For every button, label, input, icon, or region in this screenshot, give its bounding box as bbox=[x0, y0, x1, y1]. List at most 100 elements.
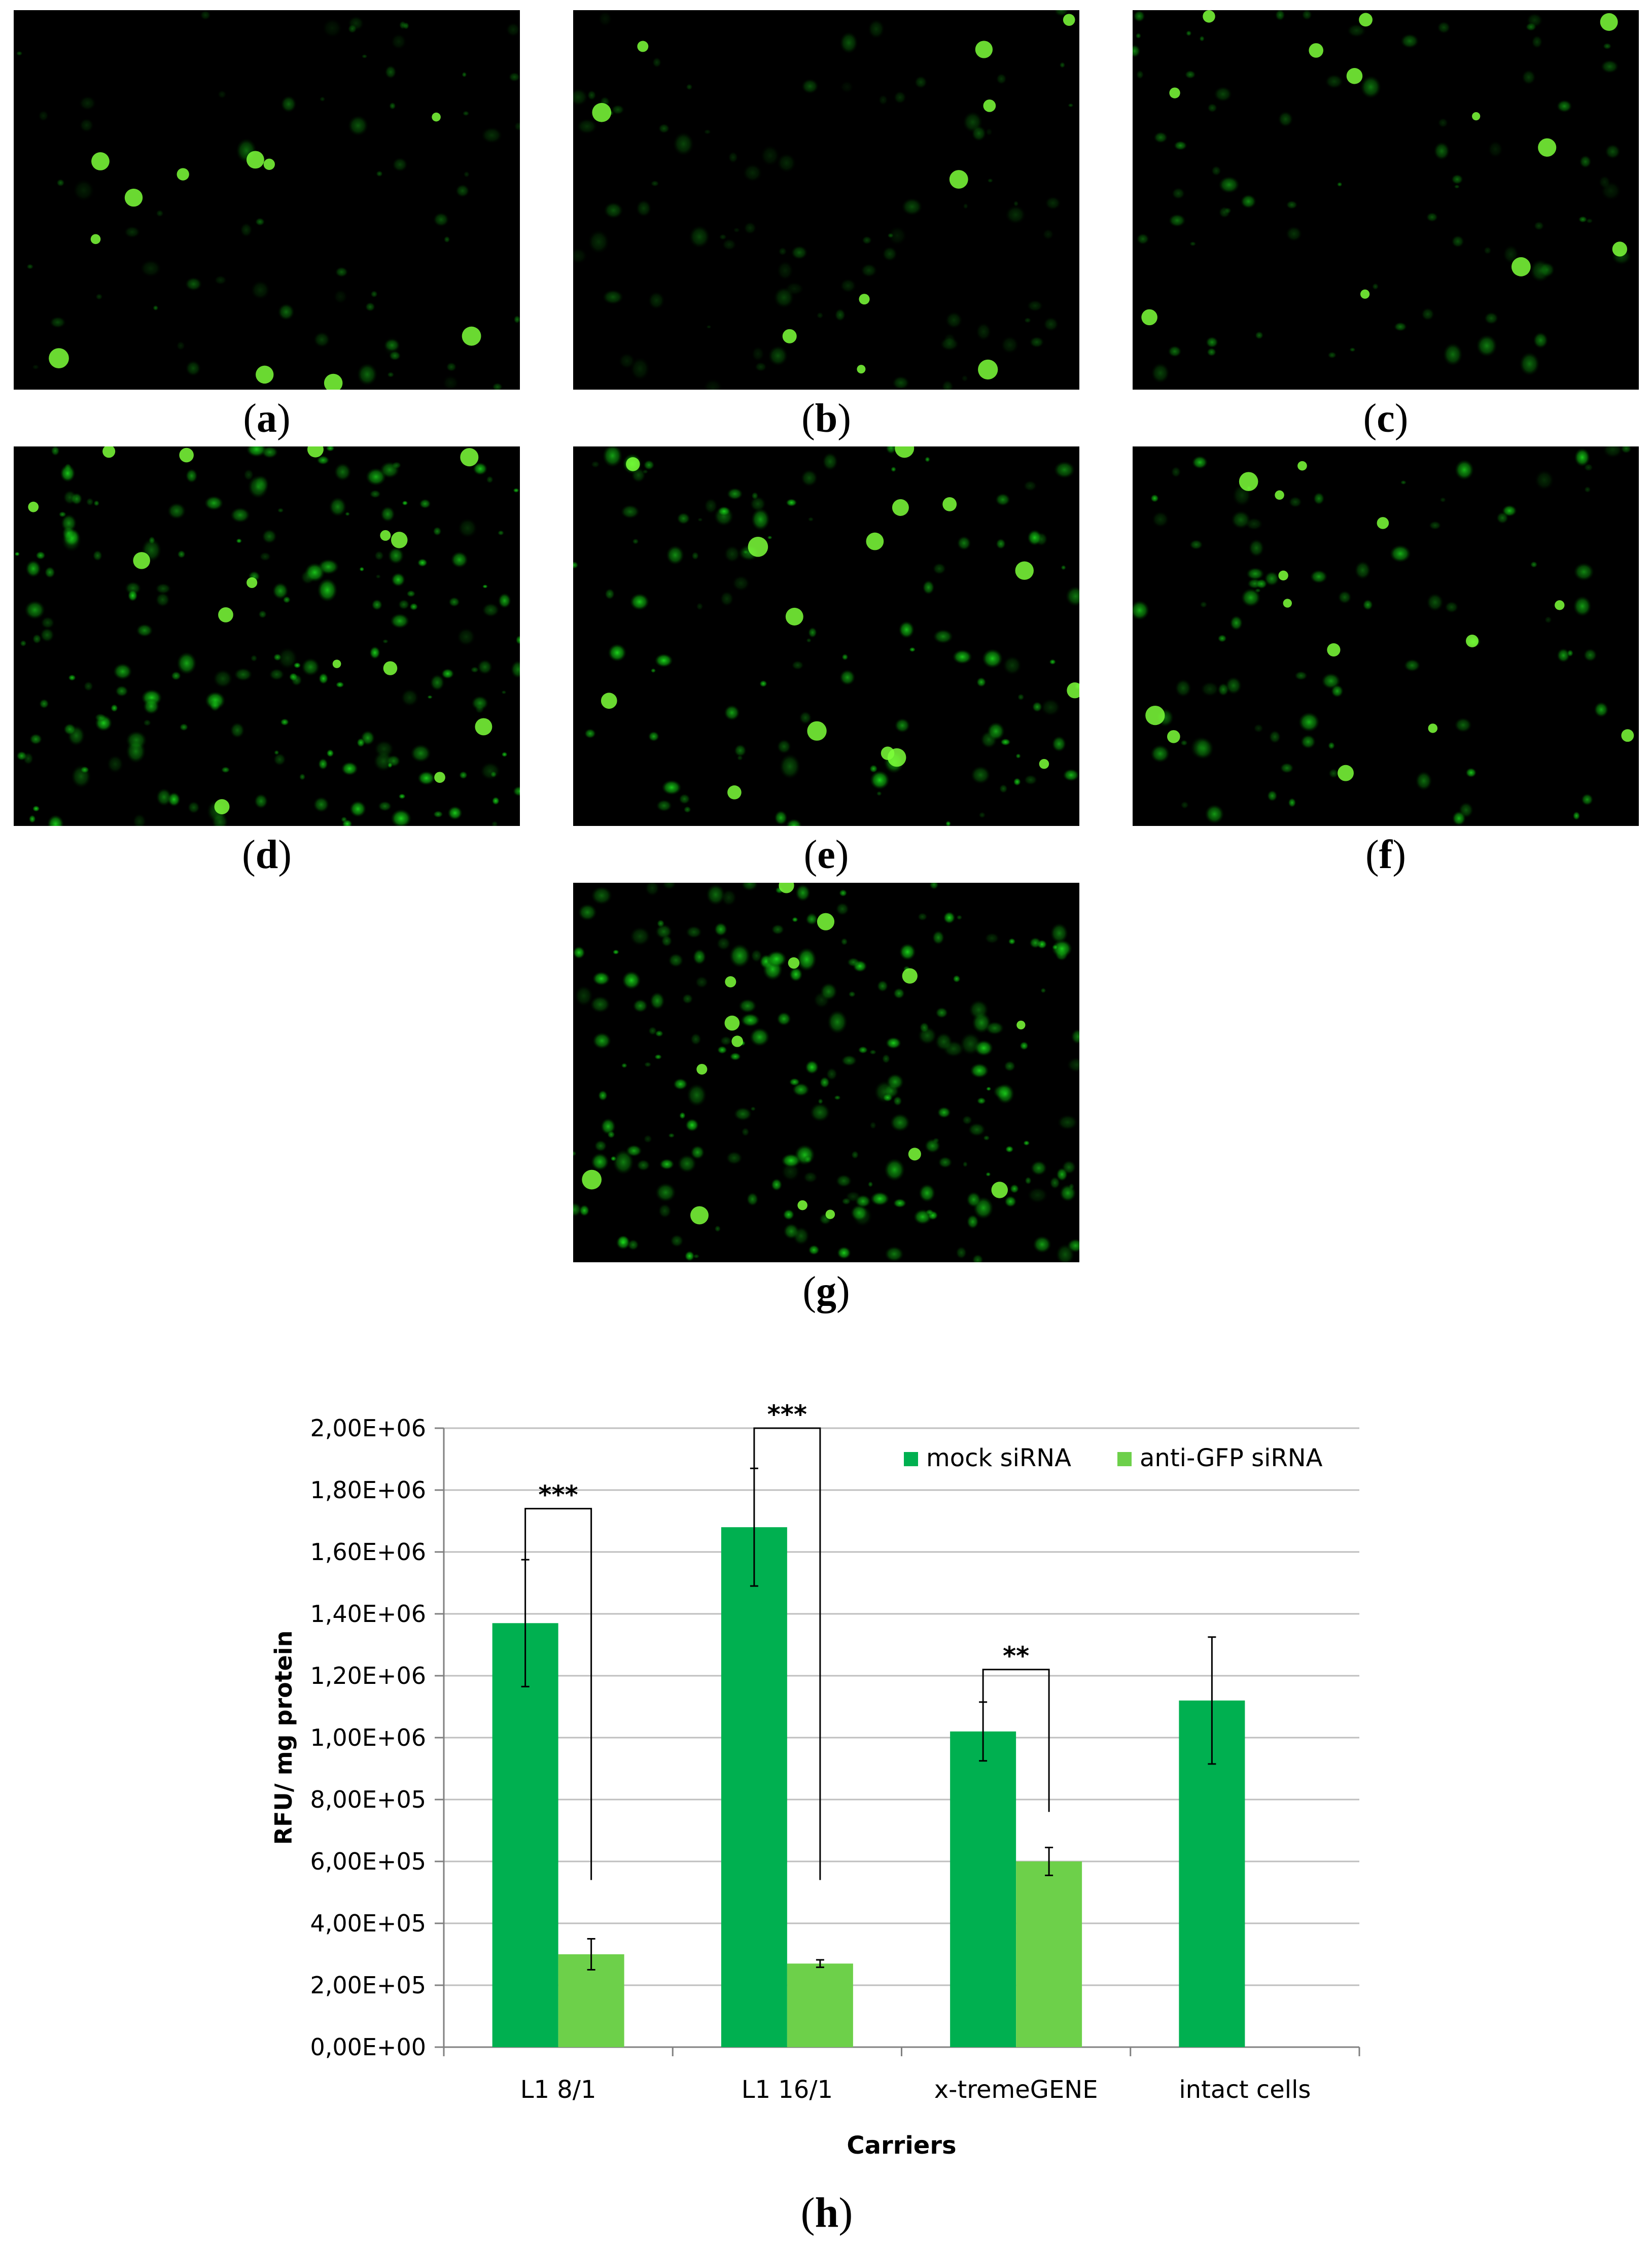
fluorescent-cell bbox=[240, 223, 253, 237]
fluorescent-cell bbox=[1583, 648, 1597, 662]
bright-cell bbox=[788, 957, 800, 969]
fluorescent-cell bbox=[1005, 1146, 1014, 1153]
fluorescent-cell bbox=[714, 1225, 721, 1232]
fluorescent-cell bbox=[720, 1035, 732, 1046]
fluorescent-cell bbox=[1389, 544, 1411, 563]
fluorescent-cell bbox=[1465, 768, 1477, 778]
fluorescent-cell bbox=[153, 305, 159, 311]
fluorescent-cell bbox=[607, 1130, 615, 1138]
fluorescent-cell bbox=[1189, 539, 1203, 550]
fluorescent-cell bbox=[925, 456, 930, 463]
fluorescent-cell bbox=[83, 681, 93, 692]
fluorescent-cell bbox=[335, 266, 348, 278]
bright-cell bbox=[90, 234, 101, 245]
fluorescent-cell bbox=[1041, 699, 1061, 716]
fluorescent-cell bbox=[677, 512, 690, 525]
bright-cell bbox=[1428, 723, 1438, 733]
bright-cell bbox=[91, 152, 110, 170]
fluorescent-cell bbox=[1362, 599, 1374, 611]
fluorescent-cell bbox=[687, 1084, 707, 1107]
fluorescent-cell bbox=[751, 346, 764, 362]
fluorescent-cell bbox=[143, 698, 160, 715]
fluorescent-cell bbox=[1454, 184, 1460, 189]
fluorescent-cell bbox=[793, 1227, 810, 1246]
fluorescent-cell bbox=[1253, 723, 1264, 733]
fluorescent-cell bbox=[1045, 196, 1061, 210]
fluorescent-cell bbox=[441, 668, 454, 679]
bright-cell bbox=[1472, 112, 1481, 121]
fluorescent-cell bbox=[919, 1022, 930, 1033]
fluorescent-cell bbox=[673, 132, 694, 156]
fluorescent-cell bbox=[127, 590, 138, 602]
fluorescent-cell bbox=[1043, 317, 1059, 332]
fluorescent-cell bbox=[115, 685, 129, 697]
fluorescent-cell bbox=[693, 1254, 700, 1259]
fluorescent-cell bbox=[442, 375, 459, 390]
fluorescent-cell bbox=[1451, 235, 1464, 248]
fluorescent-cell bbox=[1001, 336, 1019, 354]
fluorescent-cell bbox=[901, 198, 923, 216]
fluorescent-cell bbox=[1056, 1243, 1075, 1262]
fluorescent-cell bbox=[706, 884, 725, 906]
fluorescent-cell bbox=[398, 793, 406, 800]
fluorescent-cell bbox=[401, 688, 419, 707]
fluorescent-cell bbox=[277, 507, 284, 513]
fluorescent-cell bbox=[230, 507, 251, 523]
fluorescent-cell bbox=[36, 551, 46, 560]
fluorescent-cell bbox=[970, 1063, 989, 1079]
fluorescent-cell bbox=[392, 157, 408, 172]
fluorescent-cell bbox=[1294, 671, 1308, 680]
fluorescent-cell bbox=[1175, 679, 1191, 698]
fluorescent-cell bbox=[1557, 648, 1570, 663]
fluorescent-cell bbox=[1452, 811, 1466, 826]
fluorescent-cell bbox=[573, 1202, 582, 1217]
fluorescent-cell bbox=[726, 488, 743, 500]
fluorescent-cell bbox=[44, 566, 56, 578]
fluorescent-cell bbox=[171, 671, 182, 681]
fluorescent-cell bbox=[860, 263, 877, 278]
fluorescent-cell bbox=[1354, 561, 1371, 580]
fluorescent-cell bbox=[1248, 539, 1264, 557]
fluorescent-cell bbox=[370, 290, 378, 298]
fluorescent-cell bbox=[1150, 494, 1159, 503]
bright-cell bbox=[124, 188, 143, 207]
caption-h: (h) bbox=[800, 2189, 853, 2236]
fluorescent-cell bbox=[214, 275, 227, 285]
fluorescent-cell bbox=[1217, 634, 1227, 643]
fluorescent-cell bbox=[629, 593, 650, 611]
fluorescent-cell bbox=[1133, 10, 1145, 22]
bright-cell bbox=[817, 913, 835, 930]
fluorescent-cell bbox=[1246, 567, 1264, 580]
fluorescent-cell bbox=[578, 904, 597, 921]
panel-g bbox=[573, 883, 1079, 1262]
fluorescent-cell bbox=[695, 976, 709, 988]
fluorescent-cell bbox=[789, 967, 803, 982]
fluorescent-cell bbox=[808, 1245, 820, 1255]
fluorescent-cell bbox=[759, 680, 767, 687]
fluorescent-cell bbox=[685, 925, 702, 939]
fluorescent-cell bbox=[125, 581, 142, 595]
bright-cell bbox=[133, 552, 150, 569]
bright-cell bbox=[460, 448, 479, 467]
fluorescent-cell bbox=[743, 163, 762, 182]
fluorescent-cell bbox=[891, 466, 897, 472]
fluorescent-cell bbox=[870, 1191, 890, 1206]
fluorescent-cell bbox=[371, 599, 383, 611]
fluorescent-cell bbox=[347, 115, 369, 136]
fluorescent-cell bbox=[981, 648, 1003, 669]
bright-cell bbox=[1359, 13, 1373, 27]
fluorescent-cell bbox=[63, 490, 77, 505]
fluorescent-cell bbox=[884, 1158, 905, 1182]
fluorescent-cell bbox=[1429, 521, 1442, 530]
fluorescent-cell bbox=[1024, 317, 1032, 323]
fluorescent-cell bbox=[1214, 86, 1233, 102]
fluorescent-cell bbox=[221, 766, 230, 773]
fluorescent-cell bbox=[1573, 596, 1592, 617]
fluorescent-cell bbox=[513, 488, 519, 493]
fluorescent-cell bbox=[1437, 21, 1451, 34]
bright-cell bbox=[1169, 87, 1180, 98]
fluorescent-cell bbox=[882, 246, 898, 262]
fluorescent-cell bbox=[894, 718, 910, 733]
bar-mock bbox=[721, 1527, 787, 2047]
fluorescent-cell bbox=[1218, 176, 1240, 194]
